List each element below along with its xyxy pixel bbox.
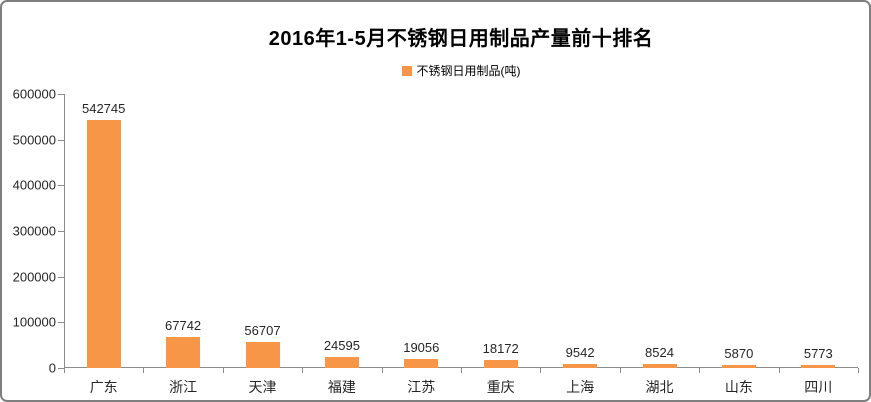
x-axis-category-label: 浙江 bbox=[169, 379, 198, 395]
y-axis-tick bbox=[58, 185, 64, 187]
legend-label: 不锈钢日用制品(吨) bbox=[416, 64, 521, 78]
y-axis-tick bbox=[58, 231, 64, 232]
y-axis-tick-label: 300000 bbox=[12, 223, 56, 239]
x-axis-tick bbox=[64, 368, 65, 373]
bar bbox=[86, 120, 121, 368]
bar bbox=[483, 359, 518, 368]
x-axis-category-label: 福建 bbox=[327, 379, 356, 395]
y-axis-tick bbox=[58, 276, 64, 278]
x-axis-tick bbox=[461, 368, 462, 373]
bar-value-label: 67742 bbox=[165, 318, 202, 334]
x-axis-tick bbox=[381, 368, 383, 373]
bar-value-label: 542745 bbox=[81, 101, 126, 117]
x-axis-category-label: 广东 bbox=[89, 379, 118, 395]
x-axis-tick bbox=[778, 368, 780, 373]
x-axis-tick bbox=[619, 368, 621, 373]
y-axis-tick-label: 600000 bbox=[12, 86, 56, 102]
legend: 不锈钢日用制品(吨) bbox=[64, 62, 858, 79]
bar-value-label: 24595 bbox=[323, 337, 360, 353]
y-axis-tick-label: 0 bbox=[48, 360, 56, 376]
bar bbox=[642, 364, 677, 368]
bar bbox=[324, 356, 359, 368]
bar-value-label: 56707 bbox=[244, 323, 281, 339]
y-axis-tick bbox=[58, 322, 64, 324]
x-axis-tick bbox=[699, 368, 701, 373]
bar-value-label: 5773 bbox=[803, 346, 833, 362]
bar bbox=[563, 363, 598, 368]
x-axis-category-label: 湖北 bbox=[645, 379, 674, 395]
x-axis-category-label: 山东 bbox=[724, 379, 753, 395]
y-axis-tick-label: 200000 bbox=[12, 269, 56, 285]
x-axis-tick bbox=[858, 368, 859, 373]
x-axis-tick bbox=[143, 368, 145, 373]
x-axis-tick bbox=[222, 368, 224, 373]
bar-value-label: 19056 bbox=[403, 340, 440, 356]
x-axis-category-label: 四川 bbox=[804, 379, 833, 395]
x-axis-category-label: 江苏 bbox=[407, 379, 436, 395]
y-axis-tick-label: 100000 bbox=[12, 314, 56, 330]
bar bbox=[404, 359, 439, 368]
plot-area: 0 100000 200000 300000 400000 500000 600000 542… bbox=[13, 87, 859, 395]
y-axis-tick-label: 400000 bbox=[12, 177, 56, 193]
y-axis-line bbox=[64, 94, 65, 368]
bar-value-label: 9542 bbox=[565, 344, 595, 360]
bar-value-label: 8524 bbox=[645, 345, 674, 361]
bar bbox=[721, 365, 756, 368]
chart-title: 2016年1-5月不锈钢日用制品产量前十排名 bbox=[268, 28, 654, 50]
x-axis-category-label: 天津 bbox=[248, 379, 277, 395]
bar-value-label: 5870 bbox=[724, 346, 754, 362]
y-axis-tick bbox=[58, 94, 64, 95]
y-axis-tick-label: 500000 bbox=[12, 132, 56, 148]
bar-value-label: 18172 bbox=[482, 340, 519, 356]
y-axis-tick bbox=[58, 139, 64, 141]
y-axis-tick bbox=[58, 368, 64, 369]
x-axis-line bbox=[64, 367, 858, 368]
legend-swatch-icon bbox=[401, 65, 412, 76]
bar bbox=[245, 342, 280, 368]
x-axis-category-label: 重庆 bbox=[486, 379, 515, 395]
x-axis-tick bbox=[302, 368, 304, 373]
bar bbox=[801, 365, 836, 368]
x-axis-category-label: 上海 bbox=[566, 379, 595, 395]
x-axis-tick bbox=[540, 368, 542, 373]
bar bbox=[166, 337, 201, 368]
